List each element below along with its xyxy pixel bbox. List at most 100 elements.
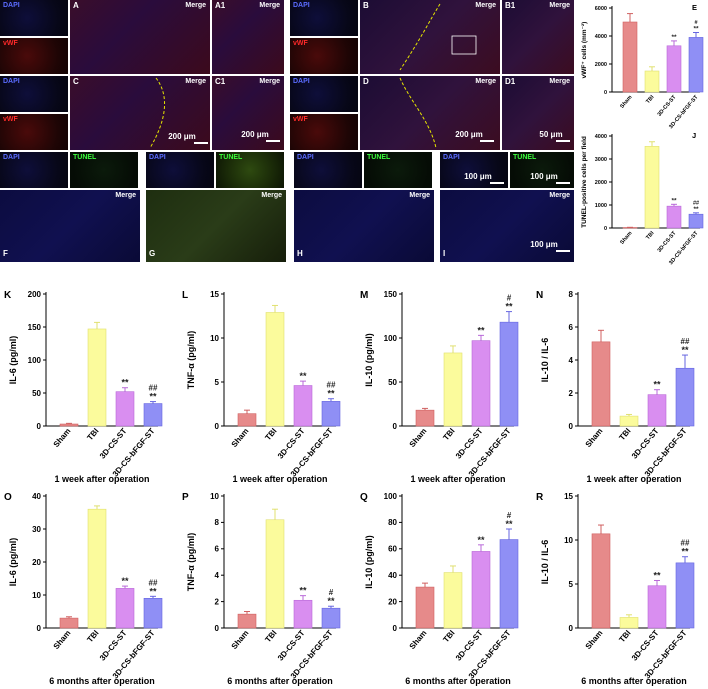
dapi-image-i: DAPI 100 μm xyxy=(440,152,508,188)
x-axis-label: 6 months after operation xyxy=(227,676,333,686)
y-axis-label: TNF-α (pg/ml) xyxy=(186,533,196,592)
significance-marker: ** xyxy=(299,586,307,596)
panel-letter-h: H xyxy=(297,249,303,258)
bar xyxy=(647,394,667,427)
x-tick-label: 3D-CS-ST xyxy=(630,426,661,460)
scale-bar: 100 μm xyxy=(516,172,572,184)
bar xyxy=(644,70,660,93)
dapi-label: DAPI xyxy=(149,154,166,161)
chart-il6-1week: K 0 50 100 150 200 IL-6 (pg/ml) Sham TBI ** 3D-CS-… xyxy=(4,290,163,484)
bar xyxy=(265,519,285,629)
y-tick-label: 2 xyxy=(569,389,574,398)
x-tick-label: Sham xyxy=(52,427,73,449)
y-tick-label: 2 xyxy=(215,597,220,606)
chart-il10-1week: M 0 50 100 150 IL-10 (pg/ml) Sham TBI ** 3D-CS-ST… xyxy=(360,290,519,484)
dapi-label: DAPI xyxy=(297,154,314,161)
merge-label: Merge xyxy=(549,2,570,9)
y-tick-label: 40 xyxy=(32,492,41,501)
y-tick-label: 4 xyxy=(569,356,574,365)
chart-il10-6months: Q 0 20 40 60 80 100 IL-10 (pg/ml) Sham TBI ** 3D-CS… xyxy=(360,492,519,686)
bar xyxy=(321,401,341,427)
significance-marker: ** xyxy=(681,547,689,557)
merge-label: Merge xyxy=(185,78,206,85)
y-axis-label: IL-10 (pg/ml) xyxy=(364,333,374,387)
bar xyxy=(143,403,163,427)
x-tick-label: Sham xyxy=(408,629,429,651)
scale-bar: 200 μm xyxy=(154,132,210,144)
x-tick-label: TBI xyxy=(85,427,100,443)
x-tick-label: TBI xyxy=(263,629,278,645)
bar xyxy=(443,352,463,427)
tunel-image-i: TUNEL 100 μm xyxy=(510,152,574,188)
x-tick-label: 3D-CS-ST xyxy=(454,628,485,662)
significance-marker-hash: # xyxy=(329,588,334,597)
x-tick-label: TBI xyxy=(85,629,100,645)
bar xyxy=(688,213,704,229)
x-axis-label: 6 months after operation xyxy=(49,676,155,686)
merge-image-d1: D1 Merge 50 μm xyxy=(502,76,574,150)
y-tick-label: 0 xyxy=(393,422,398,431)
significance-marker-hash: ## xyxy=(681,337,690,346)
panel-letter-b1: B1 xyxy=(505,1,516,10)
bar xyxy=(647,585,667,629)
merge-label: Merge xyxy=(259,78,280,85)
bar xyxy=(115,588,135,629)
x-tick-label: Sham xyxy=(52,629,73,651)
x-tick-label: 3D-CS-ST xyxy=(276,426,307,460)
x-tick-label: 3D-CS-ST xyxy=(657,94,678,118)
scale-bar-label: 100 μm xyxy=(530,240,558,249)
y-axis-label: IL-10 / IL-6 xyxy=(540,540,550,585)
y-tick-label: 1000 xyxy=(595,203,607,209)
y-tick-label: 0 xyxy=(569,422,574,431)
bar xyxy=(644,146,660,229)
scale-bar: 100 μm xyxy=(516,240,572,252)
y-axis-label: TUNEL-positive cells per field xyxy=(581,136,588,228)
y-tick-label: 4000 xyxy=(595,134,607,140)
x-tick-label: 3D-CS-ST xyxy=(276,628,307,662)
x-tick-label: 3D-CS-ST xyxy=(630,628,661,662)
panel-letter-d1: D1 xyxy=(505,77,516,86)
x-tick-label: 3D-CS-ST xyxy=(657,230,678,254)
merge-label: Merge xyxy=(185,2,206,9)
dapi-image-b: DAPI xyxy=(290,0,358,36)
bar xyxy=(471,551,491,629)
x-tick-label: Sham xyxy=(619,230,633,245)
y-tick-label: 8 xyxy=(215,518,220,527)
y-tick-label: 150 xyxy=(28,323,42,332)
x-tick-label: 3D-CS-ST xyxy=(454,426,485,460)
tunel-image-h: TUNEL xyxy=(364,152,432,188)
merge-image-b1: B1 Merge xyxy=(502,0,574,74)
significance-marker: ** xyxy=(693,206,699,213)
x-axis-label: 6 months after operation xyxy=(405,676,511,686)
merge-image-g: G Merge xyxy=(146,190,286,262)
y-tick-label: 0 xyxy=(37,422,42,431)
lesion-boundary-line xyxy=(399,77,437,149)
dapi-label: DAPI xyxy=(3,78,20,85)
y-tick-label: 10 xyxy=(210,492,219,501)
dapi-image-c: DAPI xyxy=(0,76,68,112)
chart-panel-letter: M xyxy=(360,290,368,301)
significance-marker: ** xyxy=(505,519,513,529)
y-tick-label: 0 xyxy=(604,226,607,232)
chart-il6-6months: O 0 10 20 30 40 IL-6 (pg/ml) Sham TBI ** 3D-CS-ST *… xyxy=(4,492,163,686)
y-tick-label: 4 xyxy=(215,571,220,580)
y-tick-label: 20 xyxy=(388,597,397,606)
significance-marker: ** xyxy=(477,325,485,335)
dapi-image-f: DAPI xyxy=(0,152,68,188)
merge-image-f: F Merge xyxy=(0,190,140,262)
significance-marker-hash: # xyxy=(507,294,512,303)
x-tick-label: Sham xyxy=(619,94,633,109)
significance-marker: ** xyxy=(121,378,129,388)
significance-marker: ** xyxy=(121,576,129,586)
significance-marker: ** xyxy=(671,197,677,204)
chart-panel-letter: L xyxy=(182,290,188,301)
chart-tnf-6months: P 0 2 4 6 8 10 TNF-α (pg/ml) Sham TBI ** 3D-CS-ST **… xyxy=(182,492,341,686)
x-axis-label: 1 week after operation xyxy=(232,474,327,484)
chart-panel-letter: E xyxy=(692,3,697,12)
vwf-label: vWF xyxy=(293,116,308,123)
lesion-boundary-line xyxy=(399,3,477,71)
chart-panel-letter: R xyxy=(536,492,544,503)
